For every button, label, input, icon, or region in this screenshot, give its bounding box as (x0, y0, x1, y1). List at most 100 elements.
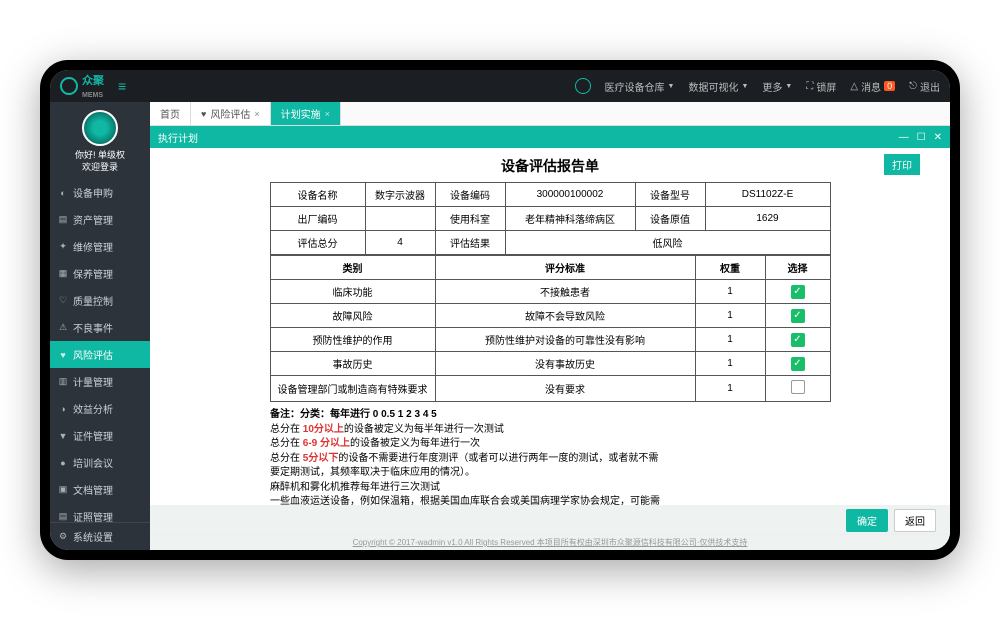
menu-icon: ▥ (58, 376, 68, 387)
brand-name: 众聚 (82, 75, 104, 87)
criteria-category: 设备管理部门或制造商有特殊要求 (270, 376, 435, 402)
criteria-weight: 1 (695, 376, 765, 402)
brand-sub: MEMS (82, 92, 103, 99)
sidebar-item[interactable]: ▼ 证件管理 (50, 422, 150, 449)
criteria-category: 临床功能 (270, 280, 435, 304)
criteria-checkbox[interactable]: ✓ (791, 309, 805, 323)
nav-logout[interactable]: ⎋ 退出 (909, 79, 940, 94)
menu-icon: ⚠ (58, 322, 68, 333)
criteria-row: 预防性维护的作用预防性维护对设备的可靠性没有影响1 ✓ (270, 328, 830, 352)
sidebar-item-label: 资产管理 (73, 212, 113, 227)
content: 设备评估报告单 打印 设备名称数字示波器 设备编码300000100002 设备… (150, 148, 950, 505)
tab-close-icon[interactable]: × (254, 109, 259, 119)
menu-icon: ▦ (58, 268, 68, 279)
criteria-row: 故障风险故障不会导致风险1 ✓ (270, 304, 830, 328)
criteria-checkbox[interactable]: ✓ (791, 333, 805, 347)
criteria-row: 临床功能不接触患者1 ✓ (270, 280, 830, 304)
sidebar-item[interactable]: ▥计量管理 (50, 368, 150, 395)
sidebar-item-label: 不良事件 (73, 320, 113, 335)
nav-data-viz[interactable]: 数据可视化 ▼ (688, 79, 748, 94)
back-button[interactable]: 返回 (894, 509, 936, 532)
menu-icon: ● (58, 458, 68, 468)
avatar[interactable] (82, 110, 118, 146)
sidebar-item[interactable]: ♡质量控制 (50, 287, 150, 314)
criteria-checkbox[interactable]: ✓ (791, 285, 805, 299)
tab-label: 首页 (160, 106, 180, 121)
tab-close-icon[interactable]: × (325, 109, 330, 119)
sidebar-item-label: 效益分析 (73, 401, 113, 416)
sidebar-item[interactable]: ▤资产管理 (50, 206, 150, 233)
sidebar-item[interactable]: ⚠ 不良事件 (50, 314, 150, 341)
panel-title: 执行计划 (158, 130, 198, 145)
tab-label: 计划实施 (281, 106, 321, 121)
criteria-standard: 预防性维护对设备的可靠性没有影响 (435, 328, 695, 352)
criteria-weight: 1 (695, 328, 765, 352)
sidebar-item-label: 保养管理 (73, 266, 113, 281)
sidebar-item-label: 培训会议 (73, 455, 113, 470)
tab[interactable]: 首页 (150, 102, 191, 125)
sidebar-item-label: 证照管理 (73, 509, 113, 522)
criteria-category: 故障风险 (270, 304, 435, 328)
sidebar-item[interactable]: ♥ 风险评估 (50, 341, 150, 368)
sidebar-item[interactable]: ◑ 效益分析 (50, 395, 150, 422)
greeting: 你好! 单级权欢迎登录 (54, 150, 146, 173)
menu-toggle-icon[interactable]: ≡ (118, 78, 126, 94)
menu-icon: ◑ (58, 404, 68, 414)
nav-messages[interactable]: △消息 0 (850, 79, 895, 94)
criteria-table: 类别 评分标准 权重 选择 临床功能不接触患者1✓故障风险故障不会导致风险1✓预… (270, 255, 831, 402)
criteria-checkbox[interactable] (791, 380, 805, 394)
panel-header: 执行计划 — ☐ ✕ (150, 126, 950, 148)
criteria-standard: 没有事故历史 (435, 352, 695, 376)
device-lib-icon (575, 78, 591, 94)
footer-actions: 确定 返回 (150, 505, 950, 534)
sidebar-item-label: 风险评估 (73, 347, 113, 362)
sidebar-item-label: 文档管理 (73, 482, 113, 497)
close-icon[interactable]: ✕ (934, 132, 942, 143)
menu-icon: ▣ (58, 484, 68, 495)
sidebar-item-system[interactable]: ⚙ 系统设置 (50, 522, 150, 550)
tab-icon: ♥ (201, 109, 206, 119)
tab[interactable]: ♥ 风险评估 × (191, 102, 271, 125)
sidebar-item[interactable]: ▣ 文档管理 (50, 476, 150, 503)
maximize-icon[interactable]: ☐ (917, 132, 926, 143)
menu-icon: ◐ (58, 188, 68, 198)
menu-icon: ♥ (58, 350, 68, 360)
sidebar-item-label: 系统设置 (73, 529, 113, 544)
criteria-standard: 故障不会导致风险 (435, 304, 695, 328)
sidebar-item-label: 证件管理 (73, 428, 113, 443)
criteria-standard: 不接触患者 (435, 280, 695, 304)
copyright: Copyright © 2017-wadmin v1.0 All Rights … (150, 534, 950, 550)
criteria-category: 预防性维护的作用 (270, 328, 435, 352)
brand: 众聚 MEMS (60, 72, 104, 100)
criteria-weight: 1 (695, 280, 765, 304)
sidebar-item[interactable]: ● 培训会议 (50, 449, 150, 476)
topbar: 众聚 MEMS ≡ 医疗设备仓库 ▼ 数据可视化 ▼ 更多 ▼ ⛶ 锁屏 △消息… (50, 70, 950, 102)
menu-icon: ▼ (58, 431, 68, 441)
tab[interactable]: 计划实施 × (271, 102, 341, 125)
print-button[interactable]: 打印 (884, 154, 920, 175)
criteria-weight: 1 (695, 304, 765, 328)
msg-badge: 0 (884, 81, 895, 91)
confirm-button[interactable]: 确定 (846, 509, 888, 532)
criteria-category: 事故历史 (270, 352, 435, 376)
sidebar-item[interactable]: ▦ 保养管理 (50, 260, 150, 287)
tab-label: 风险评估 (210, 106, 250, 121)
sidebar-item[interactable]: ✦维修管理 (50, 233, 150, 260)
sidebar-item[interactable]: ▤证照管理 (50, 503, 150, 522)
tabs: 首页 ♥ 风险评估 × 计划实施 × (150, 102, 950, 126)
sidebar-item-label: 设备申购 (73, 185, 113, 200)
nav-more[interactable]: 更多 ▼ (762, 79, 792, 94)
nav-fullscreen[interactable]: ⛶ 锁屏 (806, 79, 836, 94)
gear-icon: ⚙ (58, 531, 68, 542)
criteria-standard: 没有要求 (435, 376, 695, 402)
nav-device-lib[interactable]: 医疗设备仓库 ▼ (605, 79, 675, 94)
brand-logo-icon (60, 77, 78, 95)
report-title: 设备评估报告单 (501, 156, 599, 176)
sidebar-item-label: 质量控制 (73, 293, 113, 308)
criteria-row: 事故历史没有事故历史1✓ (270, 352, 830, 376)
sidebar: 你好! 单级权欢迎登录 ◐ 设备申购 ▤资产管理✦维修管理 ▦ 保养管理 ♡质量控制 ⚠ 不良… (50, 102, 150, 550)
minimize-icon[interactable]: — (899, 132, 909, 143)
sidebar-item[interactable]: ◐ 设备申购 (50, 179, 150, 206)
criteria-checkbox[interactable]: ✓ (791, 357, 805, 371)
info-table: 设备名称数字示波器 设备编码300000100002 设备型号DS1102Z-E… (270, 182, 831, 255)
